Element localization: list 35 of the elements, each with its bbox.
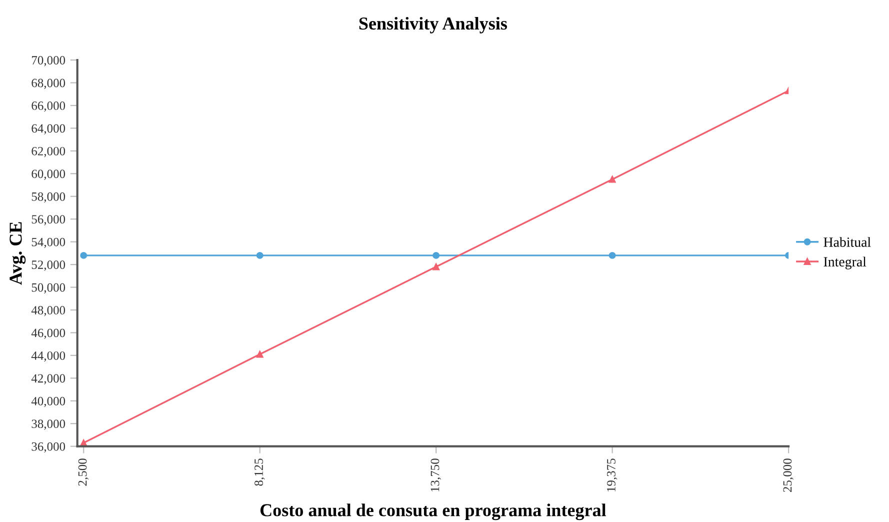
- y-tick-label: 56,000: [32, 215, 66, 226]
- y-tick-label: 64,000: [32, 124, 66, 134]
- y-tick-label: 62,000: [32, 146, 66, 158]
- y-tick-label: 42,000: [31, 374, 66, 384]
- point: [608, 176, 616, 183]
- y-tick-label: 50,000: [32, 283, 66, 294]
- point: [256, 252, 264, 259]
- y-tick-label: 68,000: [32, 78, 66, 90]
- point: [432, 263, 440, 270]
- point: [608, 252, 616, 259]
- x-tick-label: 8,125: [254, 458, 265, 486]
- y-tick-label: 40,000: [31, 396, 66, 408]
- y-tick-label: 44,000: [31, 351, 66, 362]
- x-tick-label: 2,500: [78, 458, 89, 486]
- y-tick-label: 54,000: [32, 238, 66, 248]
- y-tick-label: 46,000: [31, 328, 66, 339]
- y-tick-label: 48,000: [31, 306, 66, 316]
- point: [256, 350, 264, 358]
- x-tick-label: 19,375: [607, 458, 618, 492]
- x-axis-title: Costo anual de consuta en programa integral: [260, 504, 606, 520]
- y-tick-label: 52,000: [32, 260, 66, 271]
- y-tick-label: 60,000: [32, 170, 66, 180]
- y-axis-title: Avg. CE: [10, 222, 26, 285]
- y-tick-label: 36,000: [32, 442, 66, 453]
- point: [80, 252, 88, 259]
- chart-title: Sensitivity Analysis: [359, 16, 507, 34]
- point: [432, 252, 440, 259]
- x-tick-label: 13,750: [430, 458, 442, 492]
- y-tick-label: 58,000: [32, 192, 66, 203]
- y-tick-label: 38,000: [32, 420, 66, 430]
- legend-label: Integral: [824, 256, 866, 270]
- y-tick-label: 70,000: [32, 56, 66, 66]
- y-tick-label: 66,000: [32, 102, 66, 112]
- x-tick-label: 25,000: [783, 458, 794, 492]
- legend-label: Habitual: [824, 237, 871, 247]
